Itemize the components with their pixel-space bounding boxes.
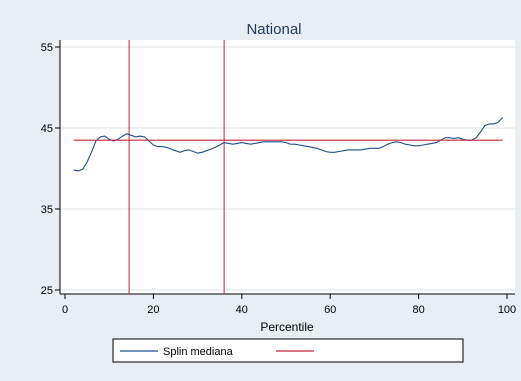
y-axis: 25 35 45 55: [41, 40, 61, 297]
chart-title: National: [246, 21, 301, 38]
x-tick-label: 80: [412, 304, 424, 316]
x-tick-label: 60: [324, 304, 336, 316]
grid-lines: [60, 46, 515, 291]
legend-entries: Splin mediana: [120, 346, 314, 358]
plot-area: [60, 40, 515, 294]
legend-label: Splin mediana: [163, 346, 234, 358]
y-tick-label: 25: [41, 285, 53, 297]
y-tick-label: 45: [41, 123, 53, 135]
x-axis-label: Percentile: [260, 320, 314, 334]
spline-median-line: [73, 117, 504, 172]
x-tick-label: 40: [236, 304, 248, 316]
vertical-reference-lines: [128, 40, 225, 294]
y-tick-label: 35: [41, 204, 53, 216]
series-lines: [73, 117, 504, 172]
x-axis: 0 20 40 60 80 100: [60, 293, 516, 316]
x-tick-label: 20: [147, 304, 159, 316]
x-tick-label: 100: [498, 304, 516, 316]
x-tick-label: 0: [62, 304, 68, 316]
y-tick-label: 55: [41, 42, 53, 54]
